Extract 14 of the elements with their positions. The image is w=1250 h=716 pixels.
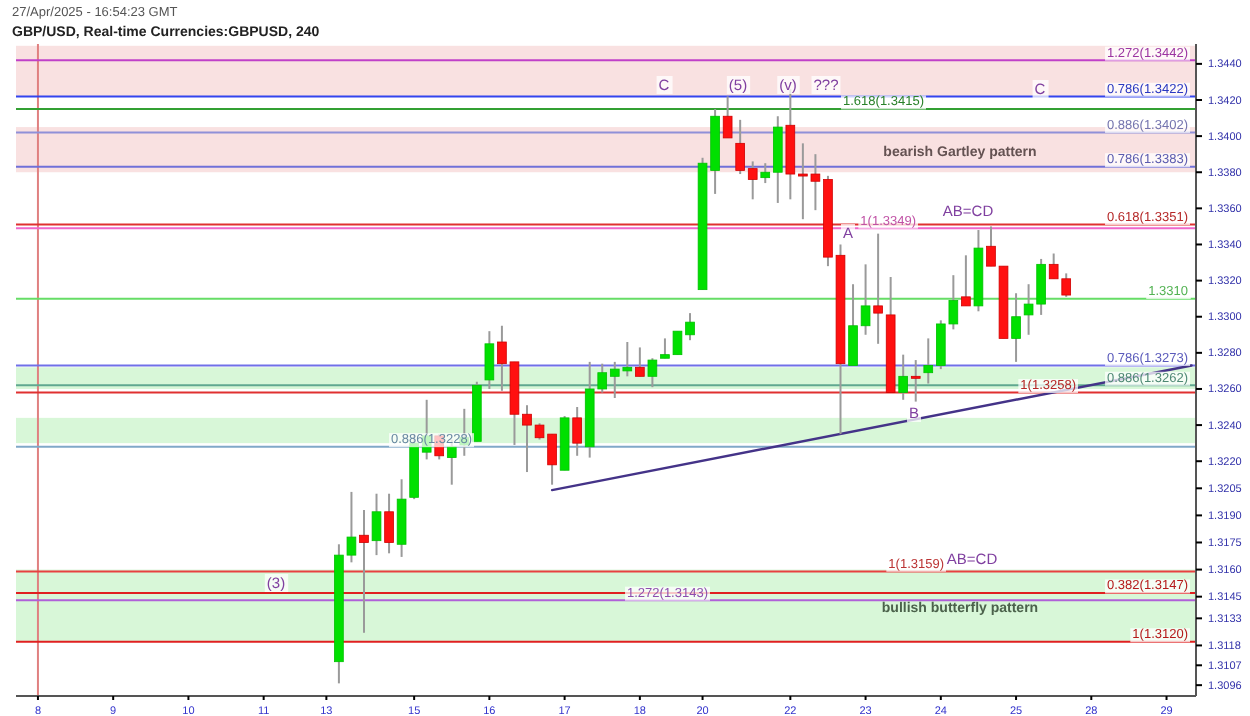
candlestick xyxy=(396,478,407,558)
candlestick xyxy=(961,254,971,307)
candlestick xyxy=(371,492,382,557)
candlestick xyxy=(572,406,582,457)
candlestick xyxy=(910,359,921,403)
candlestick xyxy=(359,508,369,634)
candlestick xyxy=(873,232,883,345)
candlestick xyxy=(647,357,658,389)
candlestick xyxy=(635,346,645,378)
candlestick xyxy=(484,330,495,390)
candlestick xyxy=(898,353,908,401)
candlestick xyxy=(722,95,733,139)
candlestick xyxy=(1011,292,1021,363)
candlestick xyxy=(384,492,394,555)
